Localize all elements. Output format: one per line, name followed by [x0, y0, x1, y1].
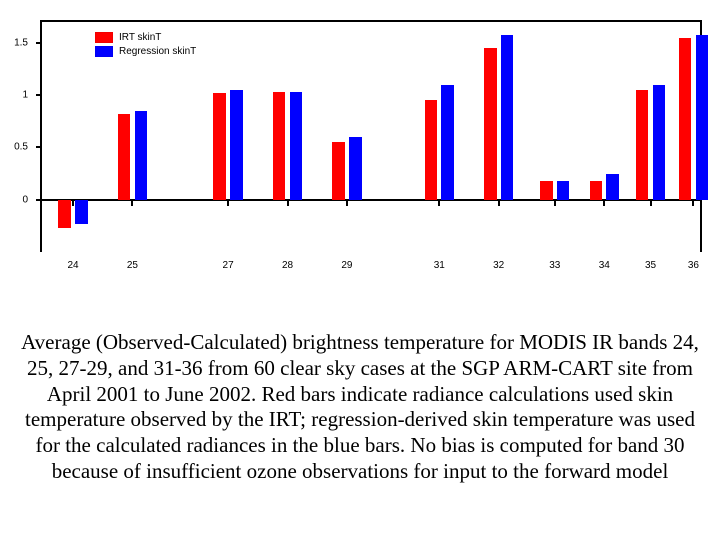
bar [118, 114, 131, 200]
legend-label: IRT skinT [119, 32, 161, 43]
bar [349, 137, 362, 200]
x-tick [554, 200, 556, 206]
figure-root: IRT skinT Regression skinT 0 0.5 1 1.5 24 25 2… [0, 0, 720, 540]
legend: IRT skinT Regression skinT [95, 30, 196, 58]
x-tick-label: 35 [645, 260, 656, 271]
bar [230, 90, 243, 200]
plot-region: IRT skinT Regression skinT 00.511.524252… [40, 20, 702, 252]
x-tick [498, 200, 500, 206]
x-tick [72, 200, 74, 206]
x-tick [346, 200, 348, 206]
bar [75, 200, 88, 224]
x-tick [603, 200, 605, 206]
bar [58, 200, 71, 228]
x-tick [287, 200, 289, 206]
y-tick-label: 1 [0, 90, 28, 101]
bar [679, 38, 692, 200]
legend-item: IRT skinT [95, 30, 196, 44]
bar [213, 93, 226, 200]
bar-chart: IRT skinT Regression skinT 00.511.524252… [10, 10, 710, 300]
bar [425, 100, 438, 199]
bar [441, 85, 454, 200]
bar [590, 181, 603, 200]
x-tick-label: 27 [223, 260, 234, 271]
bar [135, 111, 148, 200]
y-tick-label: 0 [0, 194, 28, 205]
x-tick-label: 28 [282, 260, 293, 271]
x-tick-label: 25 [127, 260, 138, 271]
y-tick [36, 199, 42, 201]
x-tick-label: 36 [688, 260, 699, 271]
bar [484, 48, 497, 200]
bar [273, 92, 286, 200]
y-tick-label: 1.5 [0, 37, 28, 48]
bar [636, 90, 649, 200]
bar [606, 174, 619, 200]
y-tick [36, 94, 42, 96]
x-tick-label: 31 [434, 260, 445, 271]
bar [290, 92, 303, 200]
caption-text: Average (Observed-Calculated) brightness… [14, 330, 706, 485]
legend-item: Regression skinT [95, 44, 196, 58]
bar [501, 35, 514, 200]
x-tick [438, 200, 440, 206]
x-tick-label: 32 [493, 260, 504, 271]
bar [696, 35, 709, 200]
bar [332, 142, 345, 200]
legend-label: Regression skinT [119, 46, 196, 57]
bar [653, 85, 666, 200]
x-tick-label: 29 [341, 260, 352, 271]
x-tick [131, 200, 133, 206]
legend-swatch-icon [95, 32, 113, 43]
x-tick [650, 200, 652, 206]
x-tick [227, 200, 229, 206]
y-tick [36, 42, 42, 44]
y-tick-label: 0.5 [0, 142, 28, 153]
legend-swatch-icon [95, 46, 113, 57]
x-tick-label: 34 [599, 260, 610, 271]
bar [540, 181, 553, 200]
y-axis [40, 22, 42, 252]
y-tick [36, 146, 42, 148]
bar [557, 181, 570, 200]
x-tick-label: 33 [549, 260, 560, 271]
x-tick [692, 200, 694, 206]
x-tick-label: 24 [67, 260, 78, 271]
